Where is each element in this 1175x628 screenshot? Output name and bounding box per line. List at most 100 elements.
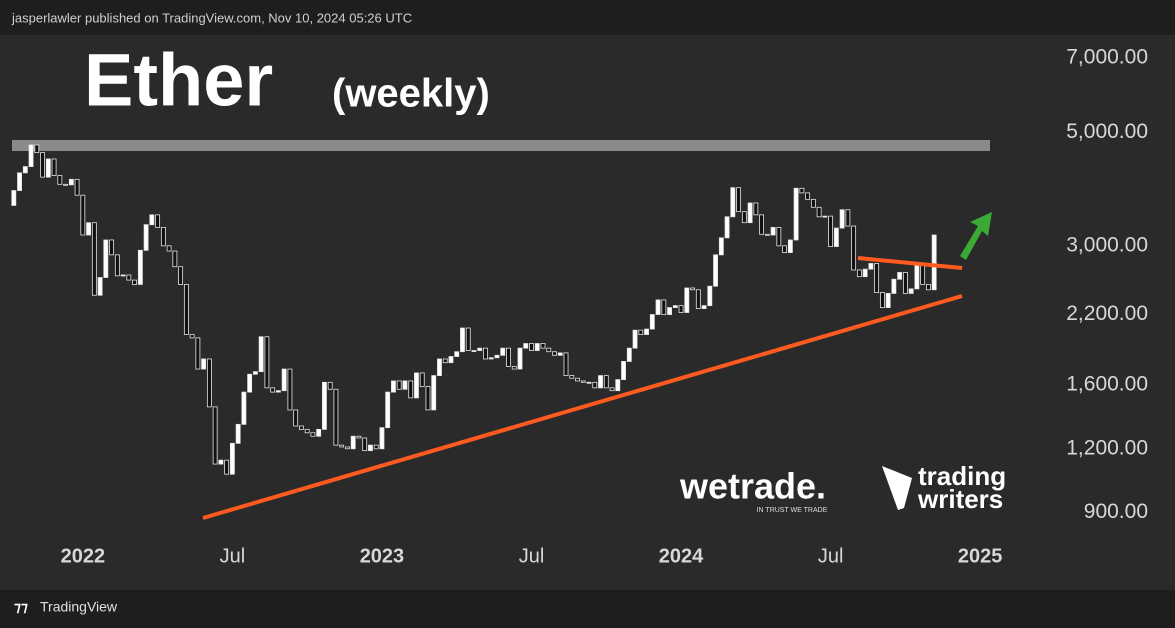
candle <box>160 227 166 247</box>
candle <box>385 391 391 429</box>
candle <box>851 225 857 271</box>
candle <box>713 254 718 287</box>
candle <box>500 347 506 356</box>
candle <box>425 386 431 411</box>
candle <box>488 357 494 360</box>
y-tick-label: 3,000.00 <box>1066 233 1148 256</box>
candle <box>477 347 483 351</box>
candle <box>586 381 592 384</box>
candle <box>28 144 34 167</box>
candle <box>592 381 598 389</box>
candle <box>287 368 293 411</box>
candle <box>569 375 575 379</box>
candle <box>471 350 477 352</box>
candle <box>546 347 552 353</box>
candle <box>638 329 644 335</box>
candle <box>483 347 488 360</box>
candle <box>678 305 684 313</box>
candle <box>661 299 667 315</box>
candle <box>862 268 868 278</box>
footer-brand: TradingView <box>40 599 118 615</box>
candle <box>787 239 793 253</box>
candle <box>609 387 615 392</box>
candle <box>517 347 523 370</box>
candle <box>183 284 189 335</box>
candle <box>805 192 811 200</box>
candle <box>770 227 776 236</box>
candle <box>172 250 178 268</box>
candle <box>408 380 414 399</box>
candle <box>511 366 517 370</box>
support-trendline <box>202 294 963 520</box>
candle <box>22 166 28 174</box>
chart-subtitle: (weekly) <box>332 72 490 116</box>
candle <box>741 211 747 224</box>
y-tick-label: 1,200.00 <box>1066 436 1148 459</box>
candle <box>465 327 471 351</box>
candle <box>747 202 753 224</box>
candle <box>224 459 230 475</box>
candle <box>868 263 874 270</box>
candle <box>189 334 195 339</box>
candle <box>644 328 649 335</box>
candle <box>316 428 322 437</box>
candle <box>402 380 408 390</box>
candle <box>632 329 638 349</box>
candle <box>454 351 460 357</box>
candle <box>368 444 373 452</box>
candle <box>201 358 207 370</box>
candle <box>839 209 845 229</box>
writers-icon <box>882 466 912 510</box>
publish-info: jasperlawler published on TradingView.co… <box>11 10 412 25</box>
candle <box>506 347 511 367</box>
candle <box>258 336 264 373</box>
candle <box>80 194 86 236</box>
wetrade-logo: wetrade. <box>679 466 826 507</box>
candle <box>431 375 437 411</box>
candle <box>166 245 172 252</box>
candle <box>327 381 333 390</box>
candle <box>391 380 396 393</box>
candle <box>34 144 40 153</box>
candle <box>598 375 603 389</box>
resistance-trendline <box>857 256 963 270</box>
candle <box>114 254 120 277</box>
resistance-band <box>12 140 990 151</box>
candle <box>442 358 448 364</box>
candle <box>718 237 724 256</box>
candle <box>667 307 672 315</box>
writers-logo-2: writers <box>917 484 1003 514</box>
candle <box>575 377 580 382</box>
candle <box>333 388 339 446</box>
x-tick-label: 2022 <box>61 545 106 567</box>
candle <box>816 206 822 218</box>
candle <box>373 444 379 450</box>
candle <box>540 343 546 349</box>
candle <box>695 289 701 309</box>
candle <box>891 278 897 294</box>
candle <box>603 375 609 389</box>
candle <box>672 305 678 308</box>
candle <box>51 158 57 176</box>
candle <box>379 427 385 450</box>
y-tick-label: 900.00 <box>1084 500 1148 523</box>
candle <box>120 274 126 277</box>
candle <box>281 368 287 392</box>
candle <box>419 372 425 387</box>
candle <box>322 381 327 430</box>
candle <box>345 446 350 450</box>
y-tick-label: 7,000.00 <box>1066 46 1148 69</box>
y-tick-label: 2,200.00 <box>1066 302 1148 325</box>
candle <box>339 444 345 448</box>
candle <box>810 198 816 208</box>
x-tick-label: 2024 <box>659 545 704 567</box>
candle <box>293 409 299 427</box>
candle <box>40 152 45 178</box>
candle <box>782 245 788 253</box>
candle <box>63 183 68 186</box>
candle <box>241 391 247 425</box>
x-tick-label: Jul <box>519 545 545 567</box>
candle <box>11 190 17 206</box>
candle <box>707 285 713 307</box>
candle <box>897 272 903 280</box>
